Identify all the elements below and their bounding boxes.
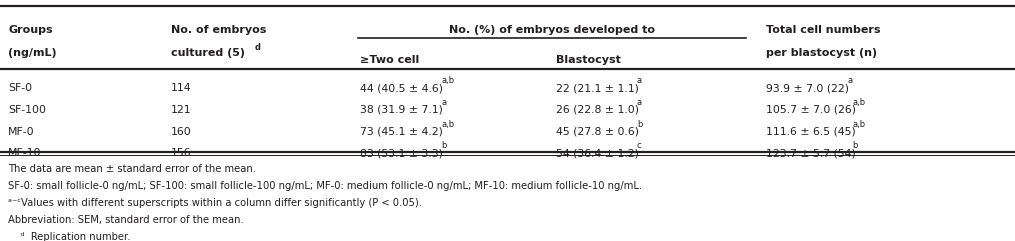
Text: a,b: a,b	[441, 76, 454, 85]
Text: 121: 121	[171, 105, 191, 115]
Text: cultured (5): cultured (5)	[171, 48, 245, 58]
Text: The data are mean ± standard error of the mean.: The data are mean ± standard error of th…	[8, 164, 256, 174]
Text: SF-100: SF-100	[8, 105, 46, 115]
Text: a,b: a,b	[853, 98, 866, 107]
Text: ≥Two cell: ≥Two cell	[360, 55, 419, 65]
Text: SF-0: SF-0	[8, 83, 32, 93]
Text: MF-0: MF-0	[8, 127, 35, 136]
Text: 105.7 ± 7.0 (26): 105.7 ± 7.0 (26)	[766, 105, 857, 115]
Text: 26 (22.8 ± 1.0): 26 (22.8 ± 1.0)	[556, 105, 639, 115]
Text: a: a	[441, 98, 447, 107]
Text: Abbreviation: SEM, standard error of the mean.: Abbreviation: SEM, standard error of the…	[8, 215, 244, 225]
Text: a: a	[637, 98, 642, 107]
Text: b: b	[441, 141, 447, 150]
Text: a,b: a,b	[853, 120, 866, 129]
Text: b: b	[853, 141, 858, 150]
Text: 73 (45.1 ± 4.2): 73 (45.1 ± 4.2)	[360, 127, 444, 136]
Text: b: b	[637, 120, 642, 129]
Text: per blastocyst (n): per blastocyst (n)	[766, 48, 877, 58]
Text: 44 (40.5 ± 4.6): 44 (40.5 ± 4.6)	[360, 83, 444, 93]
Text: Total cell numbers: Total cell numbers	[766, 25, 881, 35]
Text: 156: 156	[171, 148, 191, 158]
Text: ᵈ  Replication number.: ᵈ Replication number.	[8, 232, 131, 241]
Text: 45 (27.8 ± 0.6): 45 (27.8 ± 0.6)	[556, 127, 639, 136]
Text: MF-10: MF-10	[8, 148, 42, 158]
Text: ᵃ⁻ᶜValues with different superscripts within a column differ significantly (P < : ᵃ⁻ᶜValues with different superscripts wi…	[8, 198, 422, 208]
Text: a: a	[847, 76, 853, 85]
Text: Groups: Groups	[8, 25, 53, 35]
Text: (ng/mL): (ng/mL)	[8, 48, 57, 58]
Text: 22 (21.1 ± 1.1): 22 (21.1 ± 1.1)	[556, 83, 639, 93]
Text: 111.6 ± 6.5 (45): 111.6 ± 6.5 (45)	[766, 127, 856, 136]
Text: c: c	[637, 141, 641, 150]
Text: 38 (31.9 ± 7.1): 38 (31.9 ± 7.1)	[360, 105, 444, 115]
Text: No. (%) of embryos developed to: No. (%) of embryos developed to	[450, 25, 655, 35]
Text: 93.9 ± 7.0 (22): 93.9 ± 7.0 (22)	[766, 83, 850, 93]
Text: d: d	[255, 43, 261, 52]
Text: a,b: a,b	[441, 120, 454, 129]
Text: 54 (36.4 ± 1.2): 54 (36.4 ± 1.2)	[556, 148, 639, 158]
Text: 160: 160	[171, 127, 191, 136]
Text: 123.7 ± 5.7 (54): 123.7 ± 5.7 (54)	[766, 148, 856, 158]
Text: a: a	[637, 76, 642, 85]
Text: Blastocyst: Blastocyst	[556, 55, 621, 65]
Text: No. of embryos: No. of embryos	[171, 25, 266, 35]
Text: 114: 114	[171, 83, 191, 93]
Text: SF-0: small follicle-0 ng/mL; SF-100: small follicle-100 ng/mL; MF-0: medium fol: SF-0: small follicle-0 ng/mL; SF-100: sm…	[8, 181, 642, 191]
Text: 83 (53.1 ± 3.3): 83 (53.1 ± 3.3)	[360, 148, 444, 158]
